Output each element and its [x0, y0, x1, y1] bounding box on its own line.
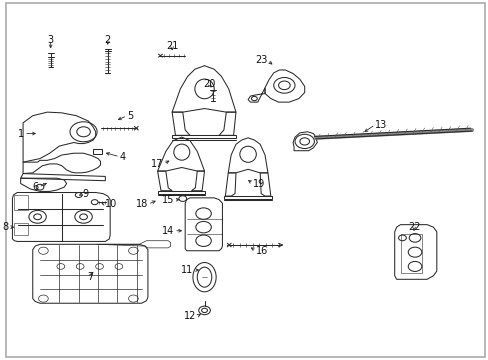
Text: 4: 4 [120, 152, 126, 162]
Text: 21: 21 [165, 41, 178, 51]
Text: 6: 6 [32, 182, 39, 192]
Text: 8: 8 [2, 222, 9, 232]
Text: 5: 5 [127, 111, 133, 121]
Text: 9: 9 [82, 189, 88, 199]
Text: 17: 17 [151, 159, 163, 169]
Text: 7: 7 [86, 272, 93, 282]
Text: 18: 18 [135, 199, 147, 209]
Text: 11: 11 [181, 265, 193, 275]
Text: 19: 19 [252, 179, 264, 189]
Text: 23: 23 [255, 55, 267, 65]
Text: 2: 2 [104, 35, 111, 45]
Text: 20: 20 [203, 79, 215, 89]
Text: 13: 13 [375, 120, 387, 130]
Text: 1: 1 [18, 129, 24, 139]
Text: 12: 12 [183, 311, 196, 321]
Text: 15: 15 [162, 195, 174, 204]
Text: 10: 10 [105, 199, 117, 209]
Bar [400, 234, 422, 273]
Bar [93, 149, 102, 154]
Text: 14: 14 [162, 226, 174, 236]
Text: 22: 22 [407, 222, 420, 232]
Text: 3: 3 [47, 35, 54, 45]
Text: 16: 16 [256, 246, 268, 256]
